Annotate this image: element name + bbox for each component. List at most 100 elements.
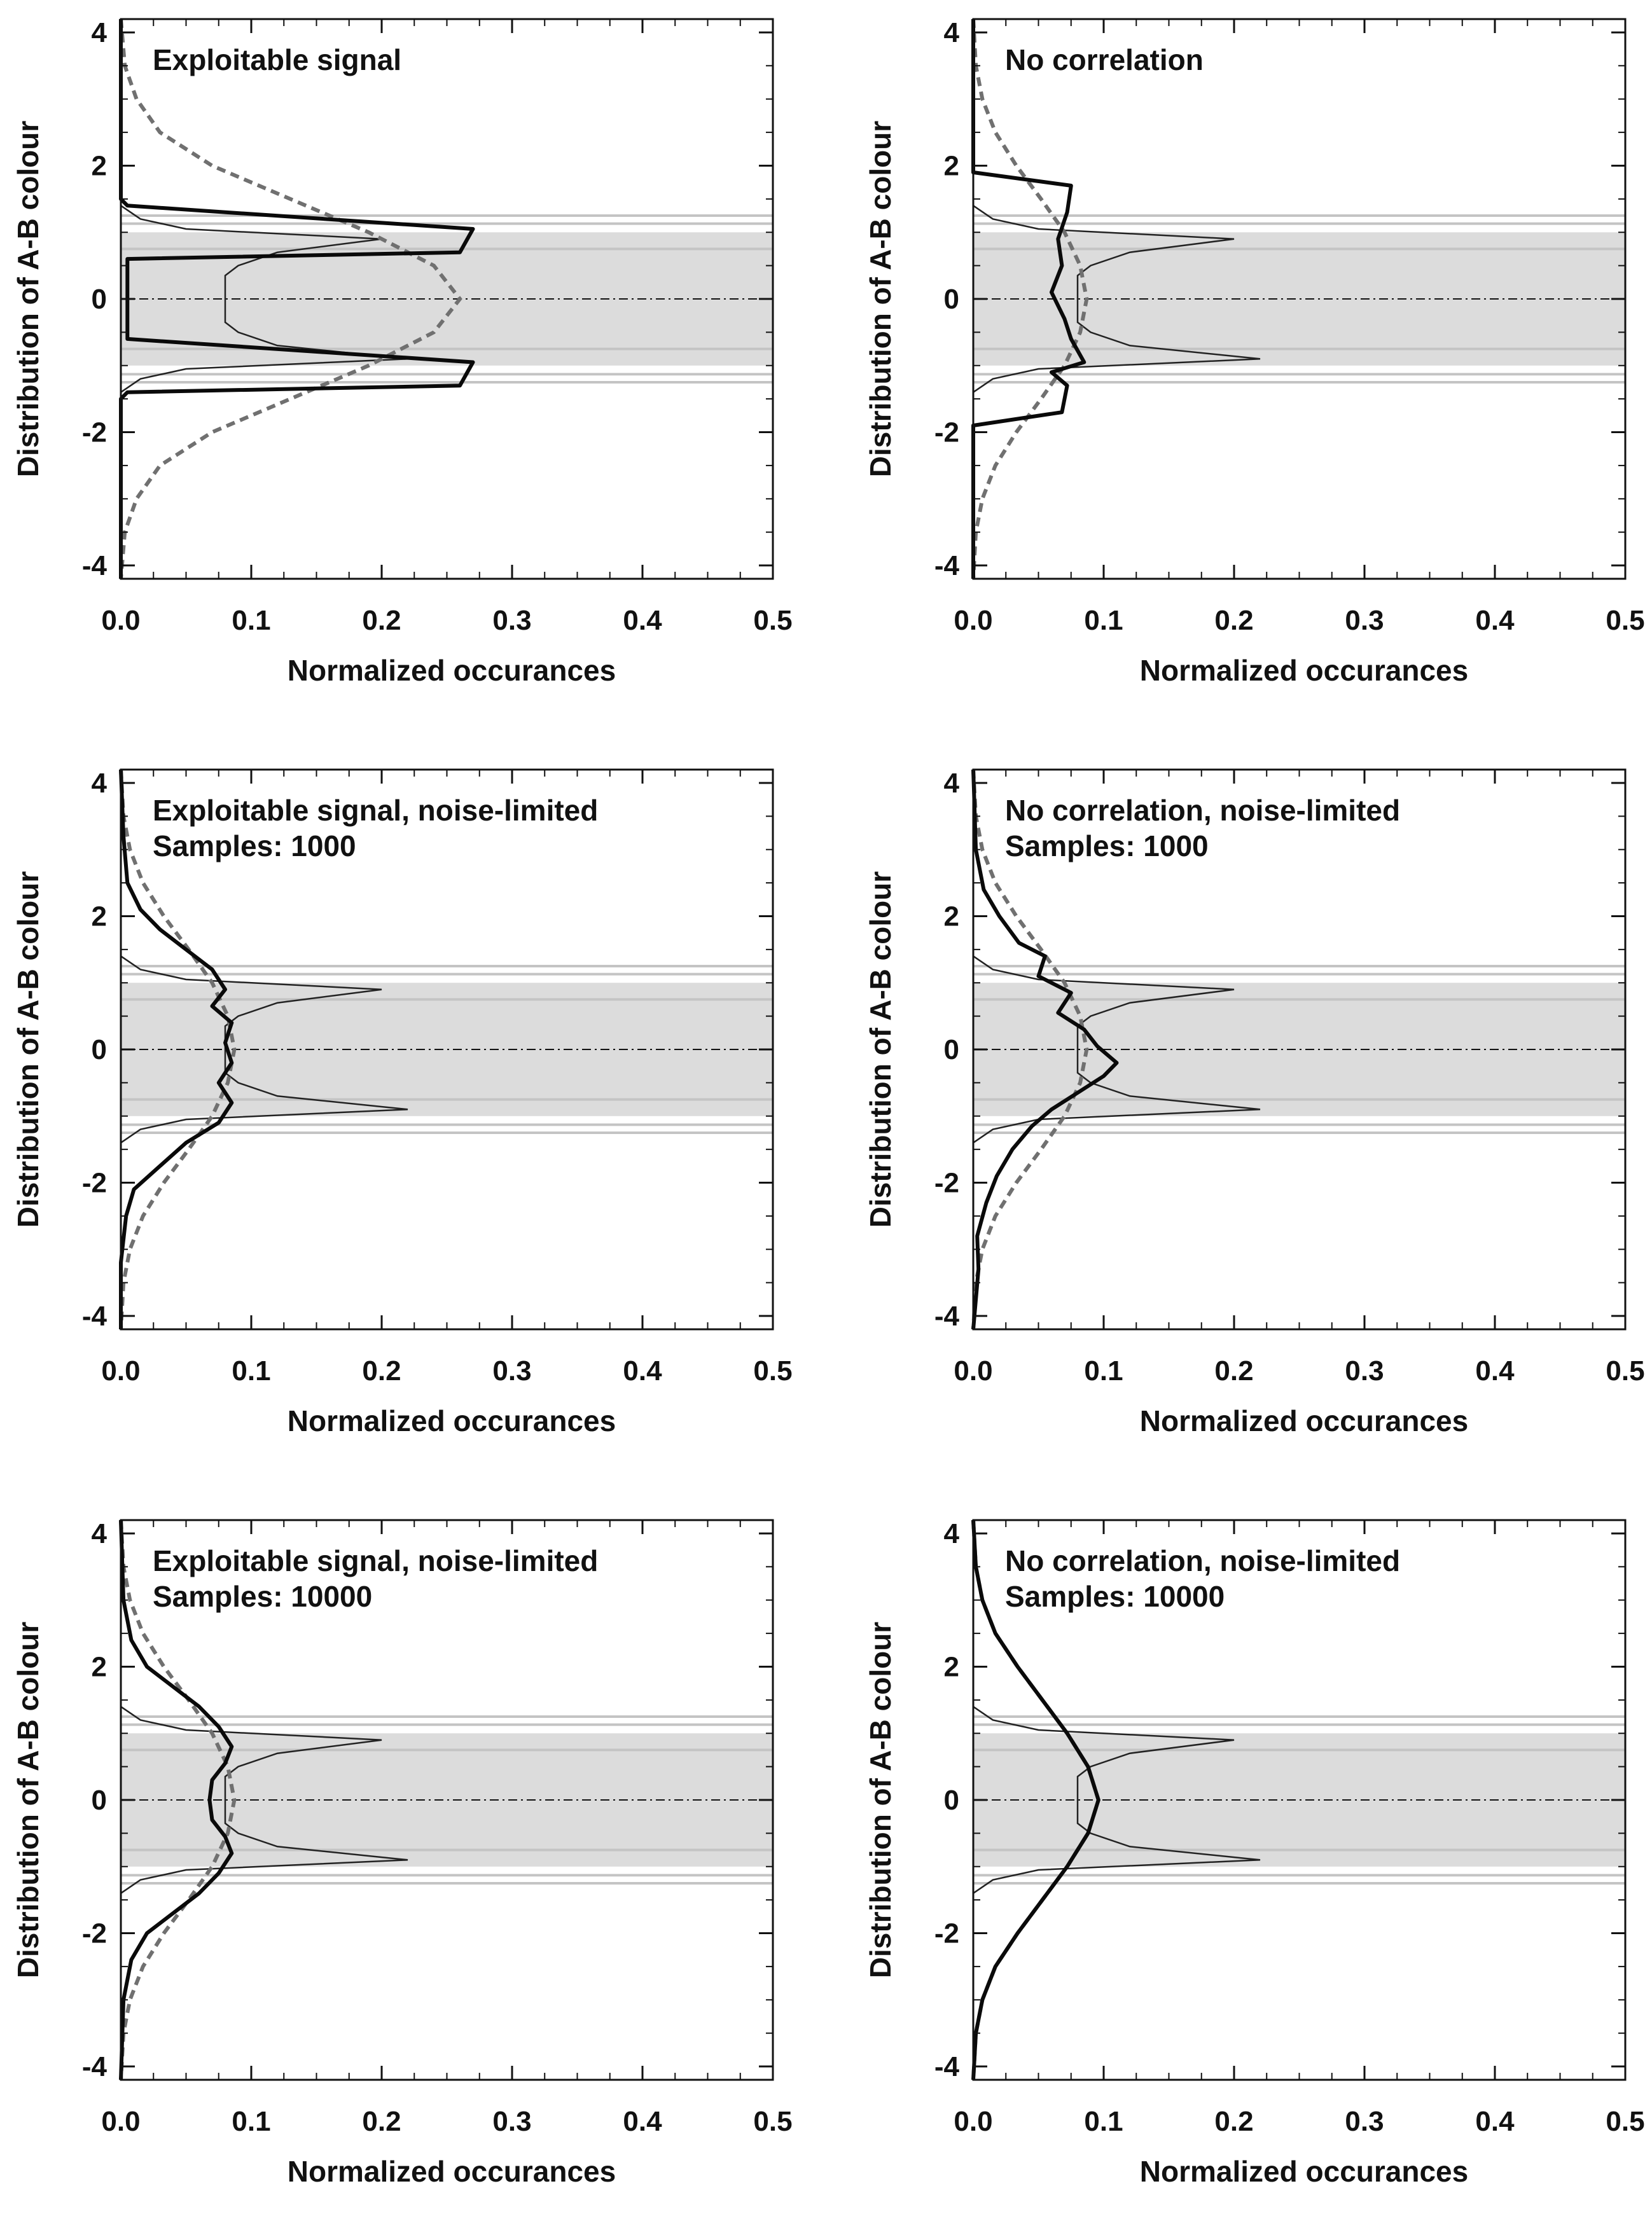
y-axis-title: Distribution of A-B colour <box>11 1622 45 1979</box>
x-tick-label: 0.1 <box>1084 2106 1123 2137</box>
y-tick-label: 0 <box>92 1034 107 1065</box>
x-tick-label: 0.4 <box>623 605 662 636</box>
y-tick-label: 4 <box>92 1518 108 1549</box>
x-tick-label: 0.2 <box>1214 605 1253 636</box>
x-tick-label: 0.4 <box>1475 1355 1515 1387</box>
panel-title: No correlation, noise-limited <box>1005 794 1400 827</box>
x-tick-label: 0.5 <box>1606 605 1644 636</box>
panel-subtitle: Samples: 10000 <box>153 1580 372 1613</box>
x-tick-label: 0.2 <box>1214 2106 1253 2137</box>
series-line-thin <box>973 205 1261 393</box>
series-line-bold <box>119 1519 234 2080</box>
x-tick-label: 0.5 <box>753 605 792 636</box>
series-line-bold <box>971 1519 1100 2080</box>
y-axis-title: Distribution of A-B colour <box>11 871 45 1228</box>
x-tick-label: 0.4 <box>623 2106 662 2137</box>
series-line-dashed <box>971 769 1089 1330</box>
chart-panel-2: 0.0 0.1 0.2 0.3 0.4 0.5 -4 -2 0 2 4 Normalized occu… <box>864 17 1645 687</box>
y-tick-label: -2 <box>82 1168 107 1199</box>
y-tick-label: 2 <box>92 150 107 181</box>
panel-title: Exploitable signal <box>153 43 401 76</box>
series-line-bold <box>971 769 1119 1330</box>
x-tick-label: 0.0 <box>954 2106 992 2137</box>
x-tick-label: 0.1 <box>1084 605 1123 636</box>
y-tick-label: -2 <box>934 1918 959 1949</box>
x-tick-label: 0.0 <box>101 1355 140 1387</box>
y-tick-label: -2 <box>934 417 959 448</box>
x-tick-label: 0.2 <box>362 2106 401 2137</box>
x-tick-label: 0.1 <box>232 2106 270 2137</box>
x-tick-label: 0.4 <box>1475 605 1515 636</box>
x-tick-label: 0.0 <box>101 605 140 636</box>
series-line-dashed <box>119 18 462 579</box>
panel-title: Exploitable signal, noise-limited <box>153 794 598 827</box>
panel-title: No correlation, noise-limited <box>1005 1544 1400 1577</box>
x-tick-label: 0.4 <box>1475 2106 1515 2137</box>
y-tick-label: 2 <box>944 1651 959 1682</box>
x-tick-label: 0.4 <box>623 1355 662 1387</box>
y-axis-title: Distribution of A-B colour <box>864 871 897 1228</box>
series-line-dashed <box>119 769 237 1330</box>
y-tick-label: 4 <box>944 1518 960 1549</box>
x-tick-label: 0.0 <box>954 1355 992 1387</box>
x-tick-label: 0.0 <box>101 2106 140 2137</box>
x-tick-label: 0.3 <box>1345 2106 1384 2137</box>
y-tick-label: 0 <box>944 1034 959 1065</box>
chart-panel-3: 0.0 0.1 0.2 0.3 0.4 0.5 -4 -2 0 2 4 Normalized occu… <box>11 768 793 1437</box>
panel-subtitle: Samples: 1000 <box>153 829 356 862</box>
series-line-dashed <box>971 18 1089 579</box>
panel-title: No correlation <box>1005 43 1204 76</box>
x-axis-title: Normalized occurances <box>288 654 616 687</box>
chart-panel-5: 0.0 0.1 0.2 0.3 0.4 0.5 -4 -2 0 2 4 Normalized occu… <box>11 1518 793 2188</box>
x-axis-title: Normalized occurances <box>1140 654 1468 687</box>
y-tick-label: 2 <box>92 901 107 932</box>
series-line-bold <box>119 769 234 1329</box>
y-tick-label: 2 <box>944 150 959 181</box>
series-line-thin <box>973 955 1261 1144</box>
y-tick-label: 2 <box>92 1651 107 1682</box>
x-axis-title: Normalized occurances <box>288 2155 616 2188</box>
y-tick-label: -4 <box>934 2051 960 2082</box>
panel-subtitle: Samples: 1000 <box>1005 829 1209 862</box>
y-tick-label: 4 <box>92 17 108 48</box>
y-tick-label: -4 <box>82 2051 108 2082</box>
x-tick-label: 0.2 <box>1214 1355 1253 1387</box>
y-tick-label: 2 <box>944 901 959 932</box>
chart-panel-6: 0.0 0.1 0.2 0.3 0.4 0.5 -4 -2 0 2 4 Normalized occu… <box>864 1518 1645 2188</box>
x-tick-label: 0.3 <box>1345 605 1384 636</box>
chart-panel-4: 0.0 0.1 0.2 0.3 0.4 0.5 -4 -2 0 2 4 Normalized occu… <box>864 768 1645 1437</box>
x-tick-label: 0.5 <box>1606 2106 1644 2137</box>
y-axis-title: Distribution of A-B colour <box>11 121 45 478</box>
x-tick-label: 0.5 <box>1606 1355 1644 1387</box>
y-tick-label: -4 <box>934 550 960 581</box>
y-tick-label: -4 <box>82 550 108 581</box>
x-tick-label: 0.3 <box>492 1355 531 1387</box>
y-tick-label: -2 <box>82 1918 107 1949</box>
x-tick-label: 0.3 <box>492 605 531 636</box>
x-tick-label: 0.1 <box>232 1355 270 1387</box>
x-tick-label: 0.1 <box>1084 1355 1123 1387</box>
y-tick-label: 0 <box>944 284 959 315</box>
panel-title: Exploitable signal, noise-limited <box>153 1544 598 1577</box>
y-tick-label: -2 <box>934 1168 959 1199</box>
x-tick-label: 0.5 <box>753 1355 792 1387</box>
y-axis-title: Distribution of A-B colour <box>864 121 897 478</box>
y-tick-label: -4 <box>82 1301 108 1332</box>
y-tick-label: 4 <box>944 768 960 799</box>
x-tick-label: 0.2 <box>362 1355 401 1387</box>
x-tick-label: 0.0 <box>954 605 992 636</box>
y-tick-label: -4 <box>934 1301 960 1332</box>
x-tick-label: 0.5 <box>753 2106 792 2137</box>
y-axis-title: Distribution of A-B colour <box>864 1622 897 1979</box>
x-tick-label: 0.3 <box>1345 1355 1384 1387</box>
chart-panel-1: 0.0 0.1 0.2 0.3 0.4 0.5 -4 -2 0 2 4 Normalized occu… <box>11 17 793 687</box>
x-axis-title: Normalized occurances <box>1140 2155 1468 2188</box>
panel-subtitle: Samples: 10000 <box>1005 1580 1225 1613</box>
series-line-dashed <box>119 1519 237 2080</box>
y-tick-label: -2 <box>82 417 107 448</box>
series-line-thin <box>973 1706 1261 1894</box>
x-tick-label: 0.2 <box>362 605 401 636</box>
series-line-bold <box>971 19 1086 579</box>
y-tick-label: 4 <box>944 17 960 48</box>
